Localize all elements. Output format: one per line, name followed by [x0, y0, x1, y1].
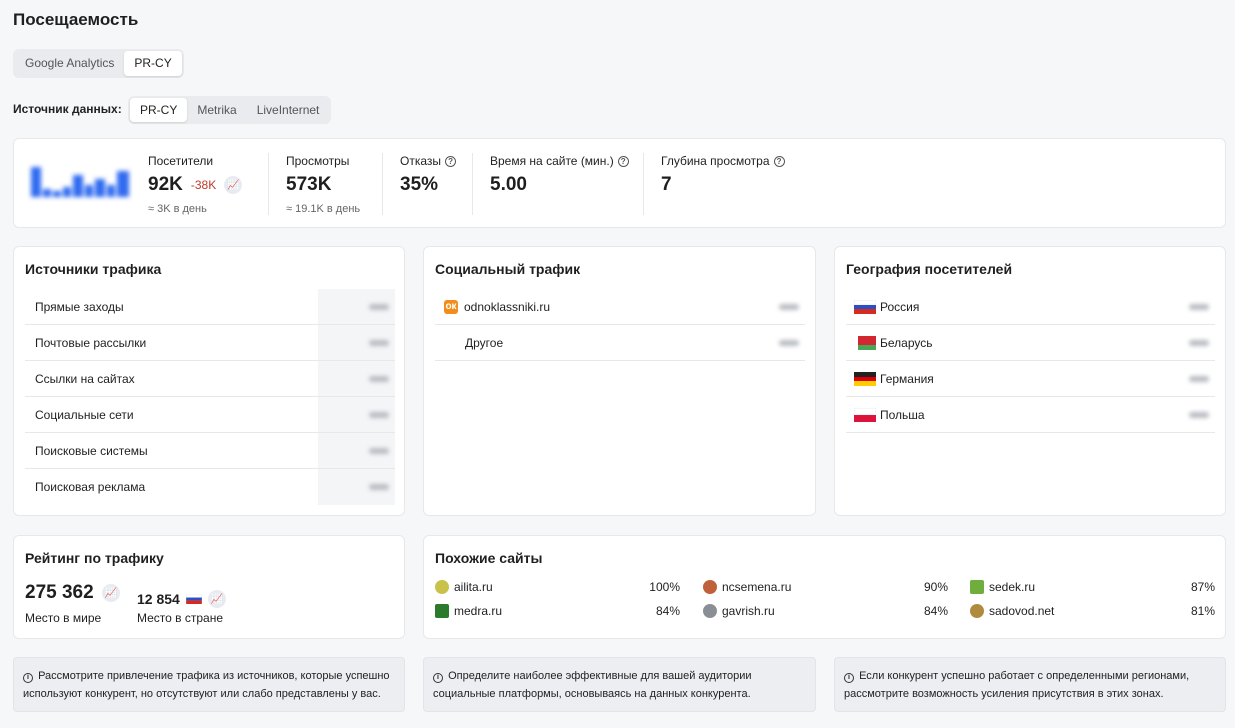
list-item: Германия: [846, 361, 1215, 397]
geo-title: География посетителей: [846, 261, 1013, 277]
divider: [382, 153, 383, 215]
site-favicon-icon: [435, 580, 449, 594]
tab-google-analytics[interactable]: Google Analytics: [25, 56, 115, 70]
stat-time: Время на сайте (мин.)? 5.00: [490, 153, 629, 197]
traffic-rating-card: Рейтинг по трафику 275 362 📈 Место в мир…: [13, 535, 405, 639]
time-label: Время на сайте (мин.): [490, 154, 614, 168]
views-per-day: ≈ 19.1K в день: [286, 203, 361, 215]
similarity-percent: 100%: [649, 580, 680, 594]
similarity-percent: 87%: [1190, 580, 1215, 594]
tab-pr-cy[interactable]: PR-CY: [124, 51, 182, 76]
list-item: Почтовые рассылки: [25, 325, 395, 361]
similar-sites-card: Похожие сайты ailita.ru 100% ncsemena.ru…: [423, 535, 1226, 639]
tip-note: i Если конкурент успешно работает с опре…: [834, 657, 1226, 712]
traffic-sources-title: Источники трафика: [25, 261, 162, 277]
views-label: Просмотры: [286, 154, 350, 168]
help-icon[interactable]: ?: [773, 155, 785, 167]
country-rank-value: 12 854: [137, 591, 180, 607]
geography-card: География посетителей Россия Беларусь Ге…: [834, 246, 1226, 516]
similar-site-item[interactable]: medra.ru: [435, 604, 502, 618]
list-item: Поисковые системы: [25, 433, 395, 469]
chart-icon[interactable]: 📈: [224, 176, 243, 194]
depth-label: Глубина просмотра: [661, 154, 770, 168]
site-favicon-icon: [435, 604, 449, 618]
social-title: Социальный трафик: [435, 261, 581, 277]
visitors-per-day: ≈ 3K в день: [148, 203, 207, 215]
site-favicon-icon: [703, 604, 717, 618]
list-item: Прямые заходы: [25, 289, 395, 325]
depth-value: 7: [661, 174, 672, 195]
visitors-value: 92K: [148, 174, 183, 195]
source-liveinternet[interactable]: LiveInternet: [256, 103, 320, 117]
similar-site-item[interactable]: ncsemena.ru: [703, 580, 791, 594]
social-traffic-card: Социальный трафик ок odnoklassniki.ru Др…: [423, 246, 816, 516]
chart-icon[interactable]: 📈: [101, 584, 120, 602]
country-rank-label: Место в стране: [137, 611, 224, 625]
stat-views: Просмотры 573K ≈ 19.1K в день: [286, 153, 360, 215]
page-title: Посещаемость: [13, 10, 139, 29]
divider: [643, 153, 644, 215]
similar-title: Похожие сайты: [435, 550, 543, 566]
list-item: Поисковая реклама: [25, 469, 395, 505]
list-item: Социальные сети: [25, 397, 395, 433]
list-item: Другое: [435, 325, 805, 361]
data-source-label: Источник данных:: [13, 102, 122, 116]
source-metrika[interactable]: Metrika: [197, 103, 237, 117]
data-source-switch: PR-CY Metrika LiveInternet: [128, 96, 332, 124]
visitors-label: Посетители: [148, 154, 214, 168]
similar-site-item[interactable]: sadovod.net: [970, 604, 1054, 618]
info-icon: i: [433, 673, 443, 683]
similarity-percent: 81%: [1190, 604, 1215, 618]
stat-bounce: Отказы? 35%: [400, 153, 457, 197]
visitors-delta: -38K: [190, 178, 217, 192]
germany-flag-icon: [854, 371, 876, 386]
site-favicon-icon: [970, 580, 984, 594]
similar-site-item[interactable]: sedek.ru: [970, 580, 1035, 594]
site-favicon-icon: [703, 580, 717, 594]
views-value: 573K: [286, 174, 332, 195]
russia-flag-icon: [854, 299, 876, 314]
russia-flag-icon: [185, 594, 202, 604]
help-icon[interactable]: ?: [617, 155, 629, 167]
rating-title: Рейтинг по трафику: [25, 550, 164, 566]
list-item: Россия: [846, 289, 1215, 325]
info-icon: i: [23, 673, 33, 683]
tip-note: i Определите наиболее эффективные для ва…: [423, 657, 816, 712]
world-rank-label: Место в мире: [25, 611, 102, 625]
bounce-value: 35%: [400, 174, 439, 195]
divider: [472, 153, 473, 215]
tip-note: i Рассмотрите привлечение трафика из ист…: [13, 657, 405, 712]
list-item: Польша: [846, 397, 1215, 433]
stat-depth: Глубина просмотра? 7: [661, 153, 785, 197]
list-item: Беларусь: [846, 325, 1215, 361]
info-icon: i: [844, 673, 854, 683]
stat-visitors: Посетители 92K -38K 📈 ≈ 3K в день: [148, 153, 243, 215]
visitors-sparkline: [31, 167, 129, 197]
similarity-percent: 84%: [923, 604, 948, 618]
similarity-percent: 84%: [655, 604, 680, 618]
time-value: 5.00: [490, 174, 527, 195]
help-icon[interactable]: ?: [445, 155, 457, 167]
chart-icon[interactable]: 📈: [207, 590, 226, 608]
site-favicon-icon: [970, 604, 984, 618]
divider: [268, 153, 269, 215]
similar-site-item[interactable]: gavrish.ru: [703, 604, 775, 618]
world-rank-value: 275 362: [25, 582, 94, 603]
source-pr-cy[interactable]: PR-CY: [130, 98, 188, 122]
odnoklassniki-icon: ок: [444, 299, 458, 314]
similarity-percent: 90%: [923, 580, 948, 594]
bounce-label: Отказы: [400, 154, 442, 168]
list-item: ок odnoklassniki.ru: [435, 289, 805, 325]
belarus-flag-icon: [854, 335, 876, 350]
list-item: Ссылки на сайтах: [25, 361, 395, 397]
analytics-tabs: Google Analytics PR-CY: [13, 49, 184, 78]
similar-site-item[interactable]: ailita.ru: [435, 580, 493, 594]
poland-flag-icon: [854, 407, 876, 422]
traffic-sources-card: Источники трафика Прямые заходы Почтовые…: [13, 246, 405, 516]
stats-card: Посетители 92K -38K 📈 ≈ 3K в день Просмо…: [13, 138, 1226, 228]
